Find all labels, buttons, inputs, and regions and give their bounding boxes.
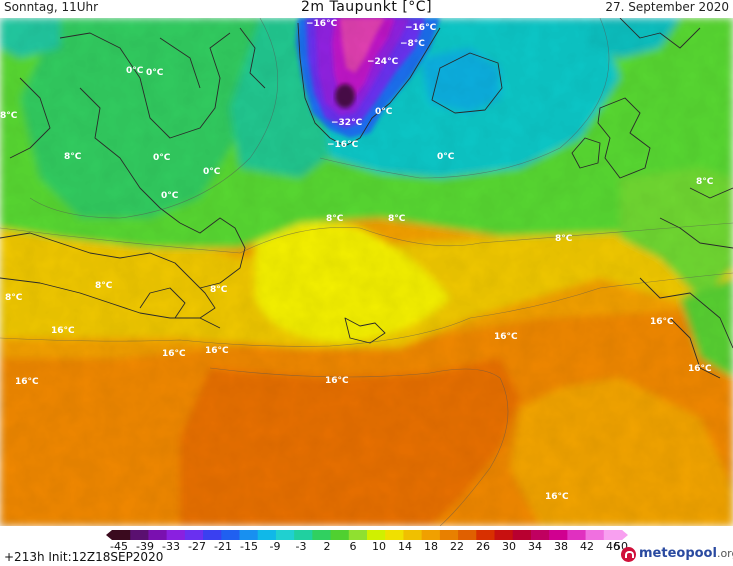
colorbar-cell bbox=[385, 530, 404, 540]
colorbar-arrow-right bbox=[622, 530, 628, 540]
colorbar-tick: -45 bbox=[110, 540, 128, 553]
meteopool-logo-icon bbox=[621, 547, 636, 562]
colorbar-cell bbox=[112, 530, 131, 540]
run-info-label: +213h Init:12Z18SEP2020 bbox=[4, 550, 164, 564]
colorbar-cell bbox=[184, 530, 204, 540]
colorbar-cell bbox=[439, 530, 459, 540]
colorbar-tick: -15 bbox=[240, 540, 258, 553]
colorbar-tick: 18 bbox=[424, 540, 438, 553]
colorbar-tick: 14 bbox=[398, 540, 412, 553]
map-header: Sonntag, 11Uhr 2m Taupunkt [°C] 27. Sept… bbox=[0, 0, 733, 18]
contour-label: 0°C bbox=[161, 191, 179, 201]
colorbar-cell bbox=[257, 530, 277, 540]
colorbar-tick: 26 bbox=[476, 540, 490, 553]
contour-label: 0°C bbox=[203, 167, 221, 177]
colorbar-cell bbox=[403, 530, 423, 540]
colorbar-cell bbox=[203, 530, 222, 540]
colorbar-cell bbox=[567, 530, 587, 540]
contour-label: −16°C bbox=[306, 19, 338, 29]
contour-label: 16°C bbox=[494, 332, 518, 342]
dewpoint-map: −16°C −16°C −8°C −24°C −32°C −16°C 0°C 0… bbox=[0, 18, 733, 526]
colorbar-cell bbox=[148, 530, 168, 540]
colorbar-ticks: -45 -39 -33 -27 -21 -15 -9 -3 2 6 10 14 … bbox=[106, 540, 628, 554]
colorbar bbox=[106, 530, 628, 540]
contour-label: −16°C bbox=[405, 23, 437, 33]
contour-label: −32°C bbox=[331, 118, 363, 128]
colorbar-cell bbox=[549, 530, 568, 540]
colorbar-tick: 30 bbox=[502, 540, 516, 553]
contour-label: −24°C bbox=[367, 57, 399, 67]
contour-label: 8°C bbox=[64, 152, 82, 162]
contour-label: 16°C bbox=[51, 326, 75, 336]
contour-label: −8°C bbox=[400, 39, 425, 49]
colorbar-cell bbox=[367, 530, 386, 540]
contour-label: 0°C bbox=[146, 68, 164, 78]
colorbar-tick: -27 bbox=[188, 540, 206, 553]
map-footer: -45 -39 -33 -27 -21 -15 -9 -3 2 6 10 14 … bbox=[0, 526, 733, 566]
colorbar-tick: 2 bbox=[323, 540, 331, 553]
contour-label: 8°C bbox=[0, 111, 18, 121]
colorbar-tick: 22 bbox=[450, 540, 464, 553]
meteopool-logo-text: meteopool.org bbox=[639, 546, 733, 561]
contour-label: 8°C bbox=[95, 281, 113, 291]
contour-label: 8°C bbox=[210, 285, 228, 295]
contour-label: 8°C bbox=[326, 214, 344, 224]
contour-label: 16°C bbox=[162, 349, 186, 359]
colorbar-tick: 34 bbox=[528, 540, 542, 553]
contour-label: 0°C bbox=[375, 107, 393, 117]
colorbar-tick: 10 bbox=[372, 540, 386, 553]
contour-label: 8°C bbox=[388, 214, 406, 224]
colorbar-cell bbox=[421, 530, 441, 540]
valid-day-label: Sonntag, 11Uhr bbox=[4, 0, 99, 14]
colorbar-cell bbox=[312, 530, 332, 540]
contour-label: 16°C bbox=[545, 492, 569, 502]
colorbar-tick: -9 bbox=[269, 540, 281, 553]
colorbar-cell bbox=[130, 530, 149, 540]
contour-label: 16°C bbox=[15, 377, 39, 387]
colorbar-cell bbox=[476, 530, 495, 540]
colorbar-cell bbox=[603, 530, 623, 540]
colorbar-cell bbox=[512, 530, 532, 540]
colorbar-arrow-left bbox=[106, 530, 112, 540]
logo-domain: .org bbox=[716, 547, 733, 560]
colorbar-cell bbox=[585, 530, 605, 540]
colorbar-cell bbox=[294, 530, 313, 540]
contour-label: 16°C bbox=[688, 364, 712, 374]
contour-label: 8°C bbox=[5, 293, 23, 303]
colorbar-tick: 42 bbox=[580, 540, 594, 553]
colorbar-cell bbox=[275, 530, 295, 540]
dewpoint-field: −16°C −16°C −8°C −24°C −32°C −16°C 0°C 0… bbox=[0, 18, 733, 526]
colorbar-tick: -39 bbox=[136, 540, 154, 553]
logo-name: meteopool bbox=[639, 546, 717, 561]
coastlines bbox=[0, 18, 733, 379]
colorbar-cell bbox=[530, 530, 550, 540]
contour-lines bbox=[0, 18, 733, 526]
colorbar-tick: 6 bbox=[349, 540, 357, 553]
contour-label: 0°C bbox=[437, 152, 455, 162]
valid-date-label: 27. September 2020 bbox=[605, 0, 729, 14]
colorbar-cell bbox=[330, 530, 350, 540]
colorbar-tick: -33 bbox=[162, 540, 180, 553]
contour-labels: −16°C −16°C −8°C −24°C −32°C −16°C 0°C 0… bbox=[0, 19, 714, 502]
contour-label: 16°C bbox=[650, 317, 674, 327]
contour-label: 0°C bbox=[126, 66, 144, 76]
colorbar-tick: -3 bbox=[295, 540, 307, 553]
colorbar-cell bbox=[348, 530, 368, 540]
colorbar-cell bbox=[494, 530, 514, 540]
colorbar-cell bbox=[458, 530, 477, 540]
colorbar-cell bbox=[239, 530, 259, 540]
map-title: 2m Taupunkt [°C] bbox=[300, 0, 433, 15]
contour-label: −16°C bbox=[327, 140, 359, 150]
colorbar-tick: 46 bbox=[606, 540, 620, 553]
contour-label: 8°C bbox=[696, 177, 714, 187]
colorbar-cell bbox=[221, 530, 240, 540]
contour-label: 16°C bbox=[205, 346, 229, 356]
contour-label: 8°C bbox=[555, 234, 573, 244]
colorbar-tick: 38 bbox=[554, 540, 568, 553]
colorbar-tick: -21 bbox=[214, 540, 232, 553]
contour-label: 0°C bbox=[153, 153, 171, 163]
contour-label: 16°C bbox=[325, 376, 349, 386]
meteopool-logo[interactable]: meteopool.org bbox=[621, 546, 733, 564]
colorbar-cell bbox=[166, 530, 186, 540]
